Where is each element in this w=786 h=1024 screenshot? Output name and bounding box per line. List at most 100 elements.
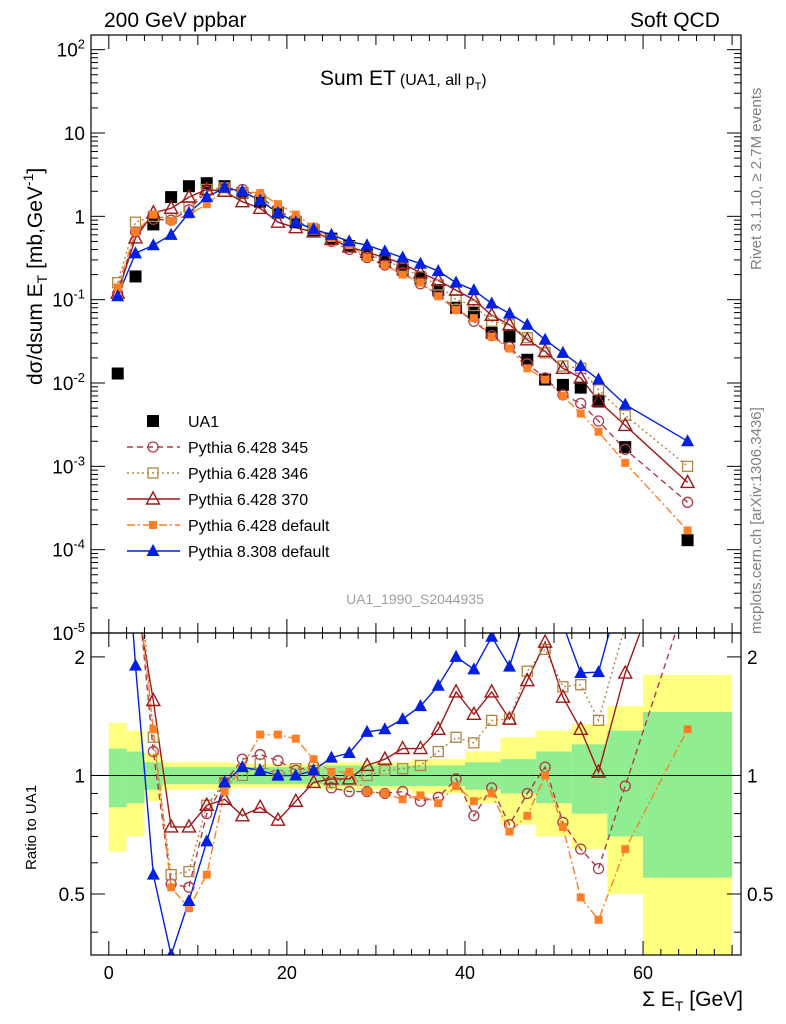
ratio-point-s4-21	[485, 633, 499, 642]
ratio-point-s2-16	[394, 740, 411, 755]
point-s4-17	[416, 278, 425, 287]
ratio-point-s1-0	[113, 341, 123, 351]
ratio-point-s0-14	[361, 785, 373, 798]
ratio-point-s3-27	[594, 915, 603, 924]
legend-label-3: Pythia 6.428 370	[188, 492, 308, 509]
ybot-tick-label-left-0: 0.5	[59, 885, 85, 906]
legend-marker-3	[145, 490, 161, 505]
ratio-point-s3-25	[558, 822, 567, 831]
legend-marker-4	[149, 521, 157, 529]
point-s1-26	[575, 397, 587, 409]
legend-label-4: Pythia 6.428 default	[188, 518, 330, 535]
point-s5-17	[413, 256, 427, 269]
point-s2-1	[129, 216, 142, 228]
point-s3-25	[555, 359, 571, 375]
point-s4-9	[273, 200, 282, 209]
ytop-tick-label-2: 10-3	[52, 453, 85, 478]
ratio-point-s3-21	[487, 789, 496, 798]
ratio-point-s3-24	[541, 771, 550, 780]
ratio-point-s1-18	[432, 745, 444, 758]
ratio-point-s2-22	[501, 710, 518, 725]
ratio-point-s4-28	[619, 567, 632, 579]
ratio-point-s1-15	[379, 764, 391, 777]
point-s5-6	[218, 180, 232, 193]
ratio-point-s1-24	[539, 643, 551, 656]
ratio-point-s2-10	[288, 792, 304, 807]
point-s3-3	[163, 199, 179, 214]
ratio-point-s3-17	[416, 791, 425, 800]
ratio-point-s3-19	[452, 782, 461, 791]
point-s1-29	[681, 496, 694, 508]
ratio-point-s3-28	[621, 845, 630, 854]
ratio-line-3	[142, 633, 689, 922]
ratio-point-s0-13	[343, 785, 355, 798]
ratio-point-s3-15	[380, 789, 389, 798]
point-s4-19	[452, 306, 461, 315]
ybot-tick-label-right-0: 0.5	[747, 885, 773, 906]
ratio-point-s4-9	[271, 768, 285, 781]
ratio-point-s2-27	[590, 763, 607, 778]
point-s1-21	[486, 330, 498, 342]
ratio-point-s3-8	[256, 730, 265, 739]
legend-label-5: Pythia 8.308 default	[188, 544, 330, 561]
point-s5-7	[235, 184, 249, 197]
ratio-point-s2-17	[412, 740, 429, 755]
header-left: 200 GeV ppbar	[104, 9, 247, 32]
ratio-point-s0-28	[619, 780, 631, 792]
point-s5-3	[164, 227, 178, 240]
ratio-point-s2-12	[323, 770, 340, 785]
point-s0-22	[503, 330, 516, 343]
point-s4-1	[131, 227, 140, 236]
legend-label-1: Pythia 6.428 345	[188, 440, 308, 457]
ratio-point-s4-10	[289, 768, 303, 781]
legend: UA1 Pythia 6.428 345 Pythia 6.428 346 Pythi…	[127, 414, 330, 561]
ratio-point-s2-19	[448, 683, 464, 698]
point-s5-19	[449, 275, 463, 288]
point-s5-25	[556, 345, 570, 358]
ratio-point-s1-16	[396, 763, 409, 775]
ratio-point-s4-24	[539, 581, 552, 593]
x-tick-label-2: 40	[455, 963, 475, 983]
point-s2-29	[681, 460, 694, 472]
ratio-point-s3-4	[184, 904, 193, 913]
x-axis-label: Σ ET [GeV]	[642, 988, 743, 1014]
point-s3-9	[270, 213, 286, 228]
ratio-point-s2-0	[111, 389, 124, 401]
point-s3-28	[617, 416, 633, 432]
ytop-tick-label-3: 10-2	[52, 370, 85, 395]
point-s0-26	[574, 381, 587, 394]
ratio-point-s4-11	[307, 763, 321, 776]
point-s5-9	[271, 205, 285, 218]
ratio-point-s0-15	[379, 787, 391, 800]
ratio-point-s2-9	[270, 811, 286, 826]
ratio-point-s1-4	[183, 865, 195, 878]
point-s4-22	[505, 344, 514, 353]
band-stat-0	[108, 748, 127, 808]
ytop-tick-label-5: 1	[74, 207, 85, 228]
ratio-point-s2-13	[341, 770, 357, 785]
point-s3-4	[181, 188, 197, 203]
legend-marker-1	[147, 441, 159, 453]
point-s4-27	[594, 427, 603, 436]
point-s5-0	[111, 289, 125, 302]
ratio-point-s0-26	[575, 843, 587, 855]
ybot-tick-label-right-1: 1	[747, 766, 758, 787]
ratio-point-s4-0	[111, 402, 124, 414]
point-s0-29	[681, 534, 694, 547]
ratio-point-s4-25	[556, 617, 569, 629]
ybot-tick-label-left-1: 1	[74, 766, 85, 787]
point-s4-28	[621, 458, 630, 467]
ytop-tick-label-7: 102	[57, 37, 85, 62]
ratio-point-s2-26	[573, 720, 589, 735]
point-s3-21	[484, 306, 500, 321]
ratio-point-s2-1	[129, 586, 142, 598]
point-s4-29	[683, 526, 692, 535]
ratio-point-s1-23	[521, 665, 533, 677]
ratio-point-s1-17	[414, 759, 427, 772]
point-s5-13	[342, 234, 356, 247]
point-s5-21	[485, 296, 499, 309]
ratio-point-s3-5	[202, 870, 211, 879]
ratio-point-s4-26	[574, 666, 588, 679]
ratio-point-s4-8	[253, 763, 267, 776]
ratio-point-s3-11	[309, 755, 318, 764]
